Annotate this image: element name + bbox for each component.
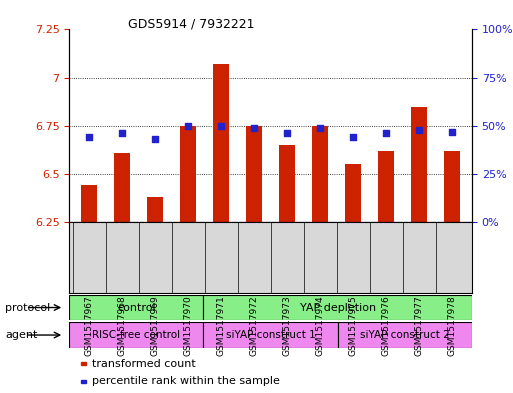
Point	[151, 136, 159, 142]
Point	[250, 125, 258, 131]
Bar	[82, 380, 86, 383]
Text: RISC-free control: RISC-free control	[92, 330, 181, 340]
Bar	[204, 322, 338, 348]
Bar	[246, 126, 262, 222]
Text: percentile rank within the sample: percentile rank within the sample	[92, 376, 280, 386]
Text: siYAP construct 2: siYAP construct 2	[360, 330, 450, 340]
Text: control: control	[117, 303, 155, 312]
Bar	[69, 322, 204, 348]
Bar	[312, 126, 328, 222]
Text: agent: agent	[5, 330, 37, 340]
Text: protocol: protocol	[5, 303, 50, 312]
Bar	[82, 362, 86, 365]
Text: transformed count: transformed count	[92, 358, 195, 369]
Bar	[338, 322, 472, 348]
Bar	[204, 295, 472, 320]
Point	[448, 129, 456, 135]
Point	[415, 127, 423, 133]
Point	[118, 130, 126, 137]
Point	[217, 123, 225, 129]
Bar	[147, 197, 163, 222]
Point	[184, 123, 192, 129]
Bar	[378, 151, 394, 222]
Bar	[345, 164, 361, 222]
Bar	[444, 151, 460, 222]
Bar	[180, 126, 196, 222]
Bar	[213, 64, 229, 222]
Text: GDS5914 / 7932221: GDS5914 / 7932221	[128, 18, 255, 31]
Bar	[279, 145, 295, 222]
Point	[85, 134, 93, 140]
Bar	[81, 185, 97, 222]
Text: siYAP construct 1: siYAP construct 1	[226, 330, 315, 340]
Point	[349, 134, 357, 140]
Bar	[69, 295, 204, 320]
Point	[316, 125, 324, 131]
Bar	[411, 107, 427, 222]
Point	[283, 130, 291, 137]
Bar	[114, 153, 130, 222]
Point	[382, 130, 390, 137]
Text: YAP depletion: YAP depletion	[300, 303, 376, 312]
